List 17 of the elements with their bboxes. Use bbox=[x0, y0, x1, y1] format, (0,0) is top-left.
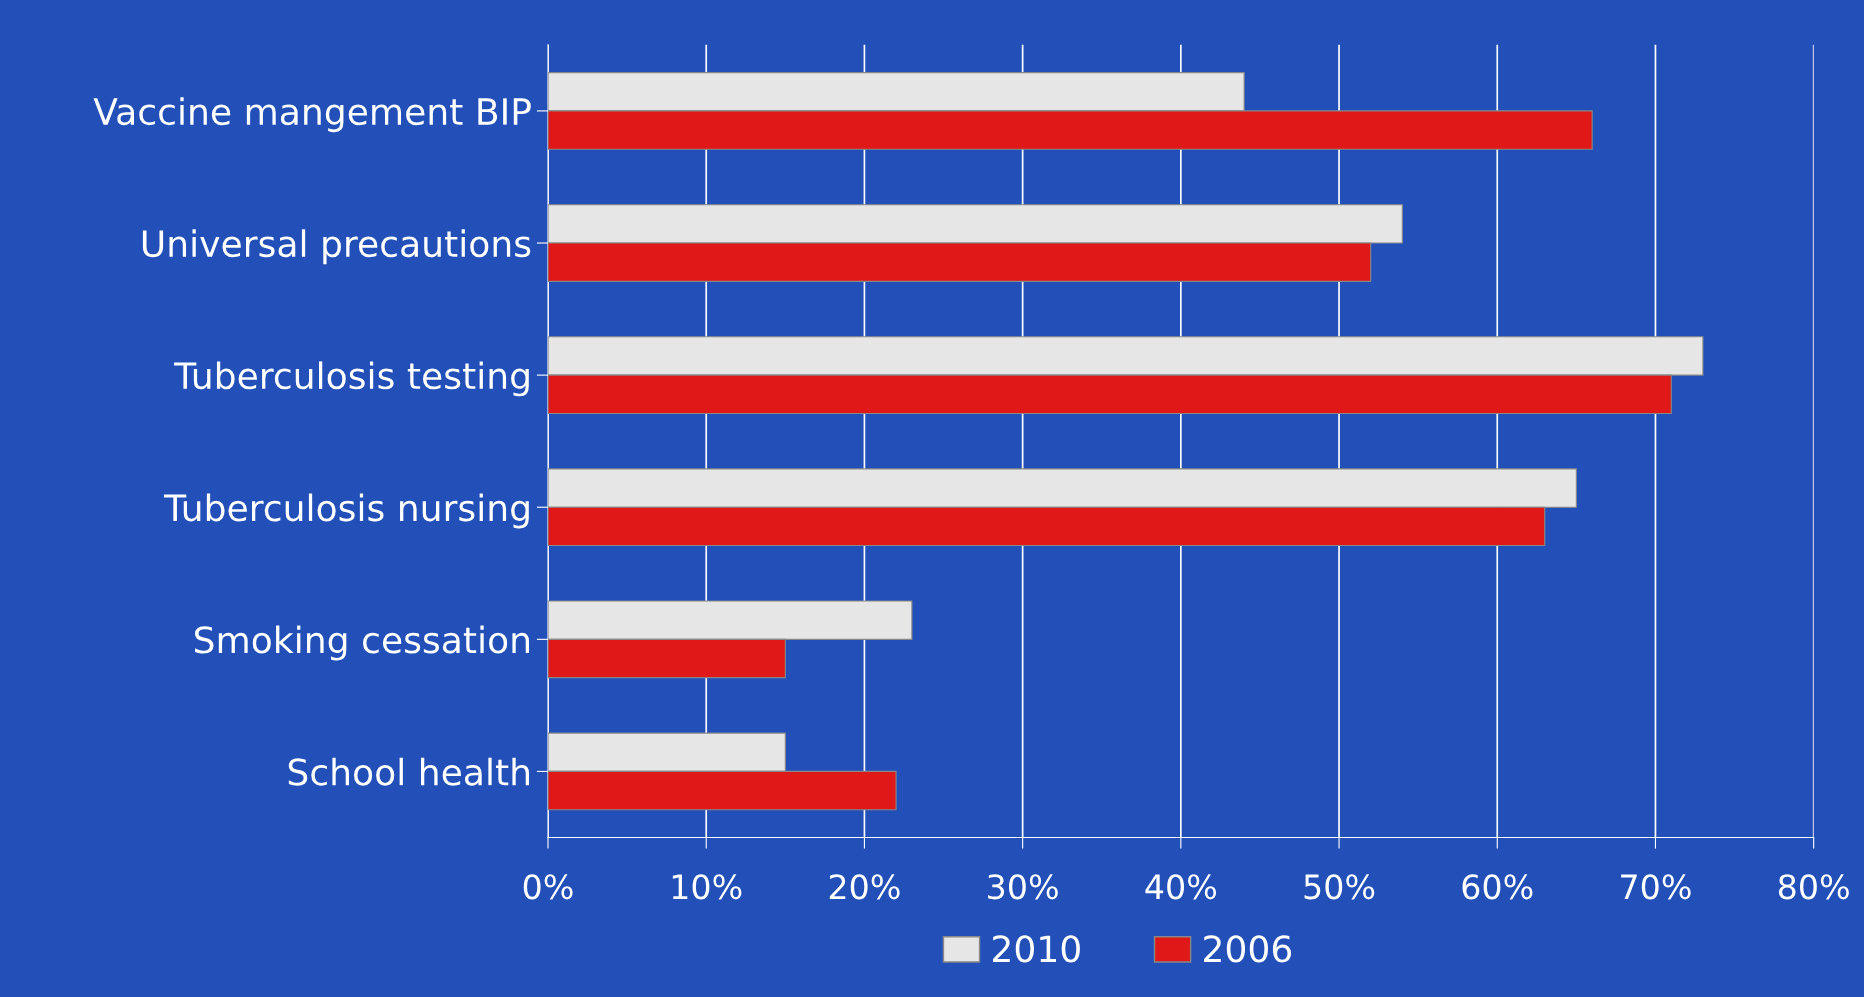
x-tick-label: 80% bbox=[1778, 874, 1849, 900]
x-tick-label: 30% bbox=[988, 874, 1058, 900]
x-tick-label: 50% bbox=[1304, 874, 1375, 900]
x-tick-label: 10% bbox=[672, 874, 742, 900]
y-tick-label: School health bbox=[288, 757, 529, 786]
y-tick-label: Smoking cessation bbox=[195, 625, 529, 661]
y-tick-label: Vaccine mangement BIP bbox=[93, 97, 531, 133]
y-tick-label: Universal precautions bbox=[142, 229, 531, 265]
y-tick-label: Tuberculosis testing bbox=[174, 361, 529, 397]
legend-label: 2010 bbox=[993, 935, 1080, 963]
x-tick-label: 20% bbox=[829, 874, 900, 900]
x-tick-label: 70% bbox=[1621, 874, 1691, 900]
y-tick-label: Tuberculosis nursing bbox=[164, 493, 529, 529]
x-tick-label: 60% bbox=[1462, 874, 1533, 900]
x-tick-label: 40% bbox=[1145, 874, 1217, 900]
x-tick-label: 0% bbox=[523, 874, 573, 900]
legend-label: 2006 bbox=[1204, 935, 1292, 963]
